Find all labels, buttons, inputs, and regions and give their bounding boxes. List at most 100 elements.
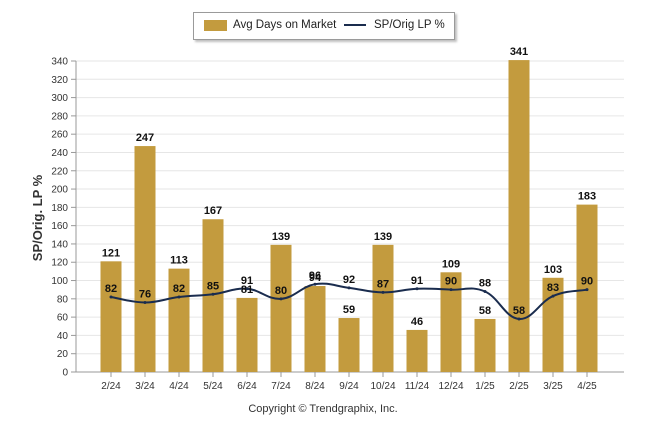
- bar: [304, 286, 326, 372]
- bar-value-label: 46: [411, 316, 423, 328]
- x-tick-label: 5/24: [203, 381, 223, 392]
- line-value-label: 92: [343, 274, 355, 286]
- x-tick-label: 9/24: [339, 381, 359, 392]
- bar-data-labels: 121 247 113 167 81 139 94 59 139 46 109 58 341 103 183: [102, 46, 596, 328]
- line-point: [211, 292, 215, 296]
- line-point: [347, 286, 351, 290]
- line-value-label: 85: [207, 280, 219, 292]
- x-tick-label: 1/25: [475, 381, 495, 392]
- bar: [134, 146, 156, 372]
- y-tick-label: 340: [51, 57, 68, 68]
- y-tick-label: 160: [51, 221, 68, 232]
- x-tick-label: 4/25: [577, 381, 597, 392]
- line-point: [517, 317, 521, 321]
- line-value-label: 82: [173, 283, 185, 295]
- y-tick-label: 80: [57, 294, 69, 305]
- bar-value-label: 341: [510, 46, 528, 58]
- bar-value-label: 81: [241, 284, 253, 296]
- x-tick-label: 7/24: [271, 381, 291, 392]
- legend-swatch-line: [344, 24, 366, 26]
- bar: [406, 329, 428, 372]
- y-tick-label: 20: [57, 349, 69, 360]
- bar: [508, 60, 530, 372]
- line-series: [109, 282, 589, 321]
- bar: [440, 272, 462, 372]
- bar-value-label: 103: [544, 264, 562, 276]
- x-tick-label: 8/24: [305, 381, 325, 392]
- y-tick-label: 120: [51, 258, 68, 269]
- line-value-label: 90: [581, 276, 593, 288]
- bar-value-label: 59: [343, 304, 355, 316]
- bar: [338, 318, 360, 372]
- bar-value-label: 139: [374, 231, 392, 243]
- line-value-label: 96: [309, 270, 321, 282]
- y-tick-label: 140: [51, 239, 68, 250]
- bar: [372, 244, 394, 372]
- bar-value-label: 121: [102, 247, 120, 259]
- y-tick-label: 200: [51, 185, 68, 196]
- x-tick-label: 6/24: [237, 381, 257, 392]
- bar: [100, 261, 122, 372]
- copyright-text: Copyright © Trendgraphix, Inc.: [248, 403, 398, 415]
- line-point: [109, 295, 113, 299]
- bar-value-label: 113: [170, 255, 188, 267]
- x-tick-label: 10/24: [370, 381, 395, 392]
- y-tick-label: 260: [51, 130, 68, 141]
- bar: [270, 244, 292, 372]
- bar-series: [100, 60, 598, 372]
- bar-value-label: 139: [272, 231, 290, 243]
- legend-item-bar: Avg Days on Market: [204, 19, 336, 31]
- x-tick-label: 3/24: [135, 381, 155, 392]
- x-tick-label: 11/24: [405, 381, 430, 392]
- line-value-label: 82: [105, 283, 117, 295]
- y-tick-label: 280: [51, 111, 68, 122]
- x-tick-label: 4/24: [169, 381, 189, 392]
- bar: [168, 268, 190, 372]
- bar: [542, 277, 564, 372]
- bar-value-label: 167: [204, 205, 222, 217]
- x-tick-label: 2/24: [101, 381, 121, 392]
- y-axis-ticks: 0 20 40 60 80 100 120 140 160 180 200 220 240 260 280 3…: [51, 57, 76, 379]
- line-point: [245, 287, 249, 291]
- legend-swatch-bar: [204, 19, 227, 31]
- line-data-labels: 82 76 82 85 91 80 96 92 87 91 90 88 58 83 90: [105, 270, 593, 317]
- line-point: [279, 297, 283, 301]
- line-point: [177, 295, 181, 299]
- bar-value-label: 58: [479, 305, 491, 317]
- line-value-label: 91: [241, 275, 253, 287]
- bar: [474, 318, 496, 372]
- bar-value-label: 247: [136, 132, 154, 144]
- y-tick-label: 100: [51, 276, 68, 287]
- y-tick-label: 320: [51, 75, 68, 86]
- line-value-label: 83: [547, 282, 559, 294]
- gridlines: [75, 60, 624, 373]
- legend: Avg Days on Market SP/Orig LP %: [193, 12, 455, 40]
- line-point: [551, 294, 555, 298]
- line-value-label: 80: [275, 285, 287, 297]
- legend-item-line: SP/Orig LP %: [344, 19, 445, 31]
- y-tick-label: 180: [51, 203, 68, 214]
- line-value-label: 76: [139, 288, 151, 300]
- y-tick-label: 220: [51, 166, 68, 177]
- line-point: [313, 282, 317, 286]
- legend-label-bar: Avg Days on Market: [233, 19, 337, 31]
- x-tick-label: 3/25: [543, 381, 563, 392]
- bar: [236, 297, 258, 372]
- y-axis-label: SP/Orig. LP %: [30, 174, 45, 261]
- line-value-label: 90: [445, 276, 457, 288]
- x-axis-ticks: 2/24 3/24 4/24 5/24 6/24 7/24 8/24 9/24 10/24 11/…: [101, 372, 597, 392]
- line-point: [585, 288, 589, 292]
- y-tick-label: 60: [57, 313, 69, 324]
- y-tick-label: 300: [51, 93, 68, 104]
- bar-value-label: 183: [578, 191, 596, 203]
- y-tick-label: 40: [57, 331, 69, 342]
- line-point: [415, 287, 419, 291]
- y-tick-label: 0: [62, 368, 68, 379]
- bar-value-label: 109: [442, 258, 460, 270]
- legend-label-line: SP/Orig LP %: [374, 19, 445, 31]
- y-tick-label: 240: [51, 148, 68, 159]
- line-point: [143, 300, 147, 304]
- line-value-label: 58: [513, 305, 525, 317]
- line-value-label: 88: [479, 278, 491, 290]
